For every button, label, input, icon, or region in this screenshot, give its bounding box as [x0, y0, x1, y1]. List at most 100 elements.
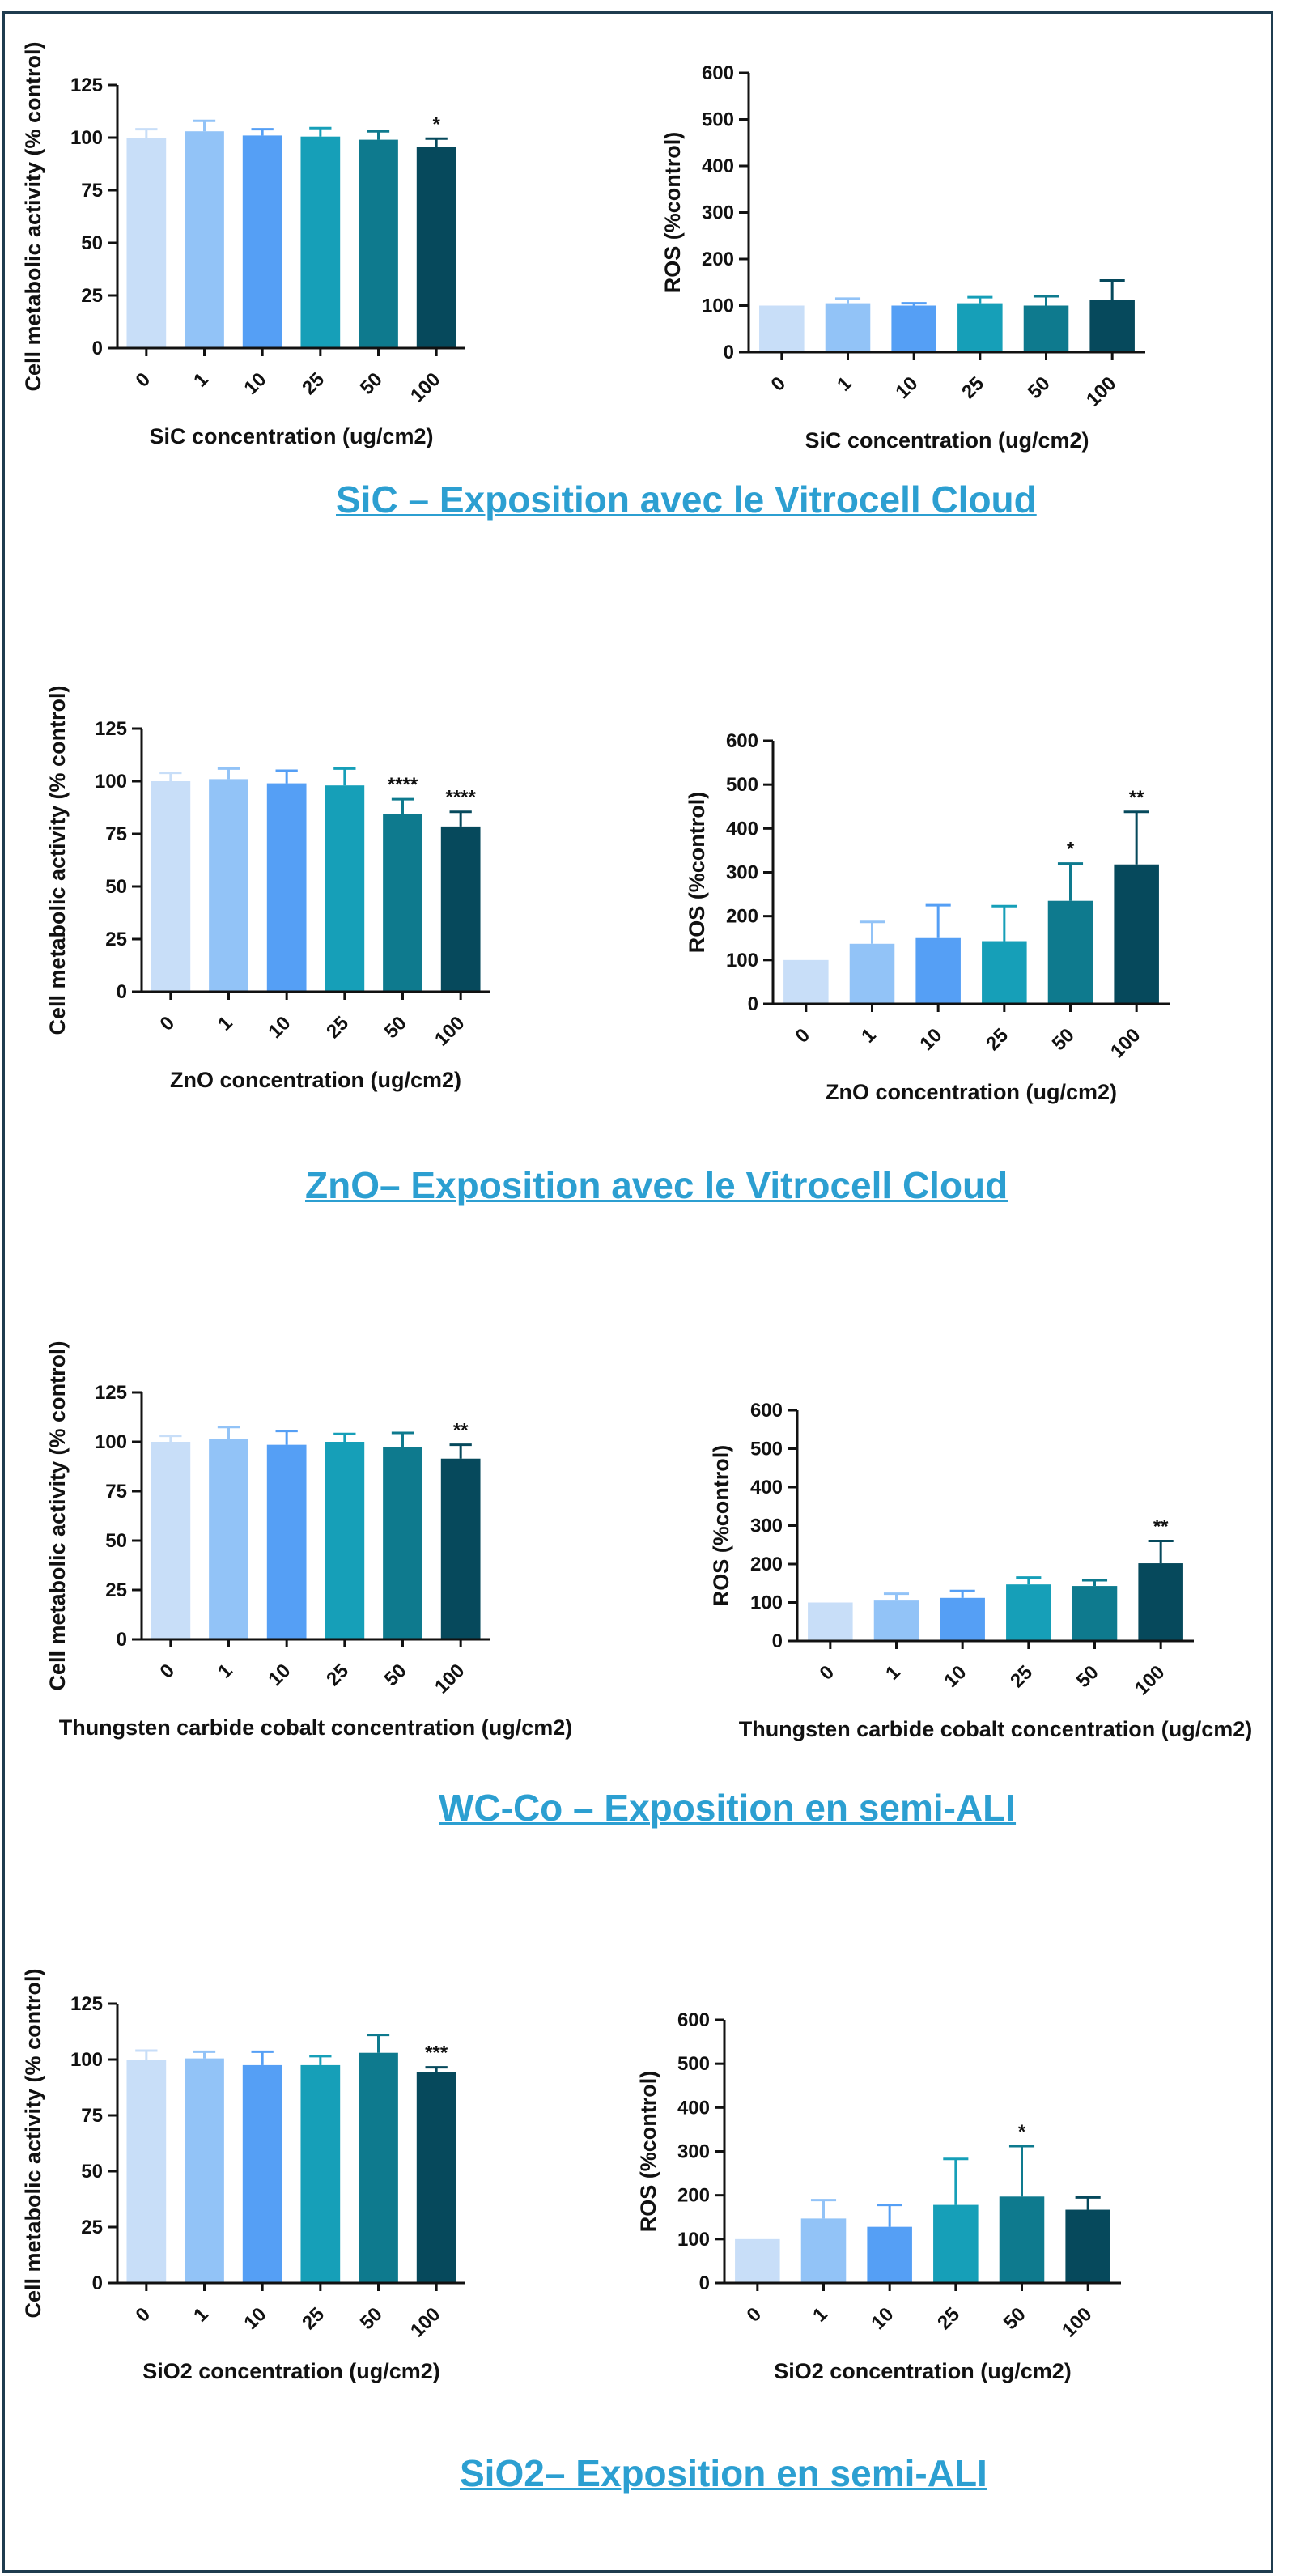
significance-label-100: **** — [445, 787, 476, 809]
y-tick-label-50: 50 — [81, 2161, 103, 2183]
y-tick-label-500: 500 — [702, 109, 734, 131]
y-tick-label-75: 75 — [105, 823, 127, 845]
y-tick-label-0: 0 — [748, 993, 758, 1015]
y-tick-label-600: 600 — [750, 1400, 783, 1422]
x-tick-label-1: 1 — [881, 1661, 905, 1685]
x-tick-label-100: 100 — [1082, 372, 1120, 410]
bar-0 — [783, 959, 829, 1004]
bar-10 — [915, 937, 961, 1004]
x-tick-label-10: 10 — [940, 1661, 970, 1692]
significance-label-100: * — [432, 113, 440, 135]
bar-1 — [825, 303, 871, 352]
x-tick-label-50: 50 — [380, 1660, 411, 1690]
y-axis-title: Cell metabolic activity (% control) — [45, 685, 70, 1035]
significance-label-100: ** — [1129, 787, 1144, 809]
figure-frame — [2, 11, 1273, 2573]
x-tick-label-25: 25 — [322, 1012, 353, 1043]
bar-100 — [1114, 864, 1159, 1004]
x-tick-label-0: 0 — [743, 2303, 766, 2327]
bar-10 — [242, 2064, 282, 2283]
y-tick-label-600: 600 — [726, 730, 758, 752]
x-axis-title: Thungsten carbide cobalt concentration (… — [739, 1717, 1253, 1741]
y-tick-label-0: 0 — [772, 1630, 783, 1652]
y-tick-label-500: 500 — [726, 774, 758, 796]
x-tick-label-1: 1 — [833, 372, 856, 396]
y-tick-label-25: 25 — [105, 929, 127, 950]
bar-0 — [126, 138, 167, 348]
bar-100 — [440, 826, 481, 992]
y-tick-label-0: 0 — [92, 338, 103, 359]
y-tick-label-50: 50 — [105, 876, 127, 898]
chart-svg: 0 1 10 25 **** 50 **** 100 0 25 50 75 100 125 Cell met… — [45, 685, 490, 1092]
y-axis-title: ROS (%control) — [636, 2071, 660, 2233]
x-axis-title: ZnO concentration (ug/cm2) — [170, 1068, 461, 1092]
y-axis-title: Cell metabolic activity (% control) — [21, 1968, 45, 2318]
chart-svg: 0 1 10 25 50 * 100 0 25 50 75 100 125 Cell metabolic … — [21, 41, 465, 448]
y-tick-label-100: 100 — [70, 127, 103, 149]
x-tick-label-0: 0 — [132, 368, 155, 392]
bar-50 — [359, 139, 398, 348]
x-tick-label-25: 25 — [1006, 1661, 1037, 1692]
y-tick-label-25: 25 — [81, 2217, 103, 2238]
y-tick-label-400: 400 — [702, 155, 734, 177]
bar-1 — [185, 131, 224, 348]
x-tick-label-25: 25 — [957, 372, 988, 403]
bar-25 — [300, 136, 341, 348]
bar-0 — [151, 781, 191, 992]
y-tick-label-300: 300 — [726, 862, 758, 884]
x-axis-title: SiO2 concentration (ug/cm2) — [142, 2359, 440, 2383]
y-tick-label-500: 500 — [677, 2053, 710, 2075]
x-tick-label-0: 0 — [767, 372, 791, 396]
x-tick-label-1: 1 — [214, 1660, 237, 1683]
y-tick-label-125: 125 — [70, 1993, 103, 2015]
bar-1 — [849, 943, 895, 1004]
y-tick-label-200: 200 — [750, 1554, 783, 1575]
bar-25 — [325, 1442, 365, 1639]
y-tick-label-300: 300 — [677, 2141, 710, 2163]
x-tick-label-50: 50 — [380, 1012, 411, 1043]
y-tick-label-75: 75 — [81, 180, 103, 202]
y-tick-label-0: 0 — [117, 981, 127, 1003]
y-tick-label-100: 100 — [726, 950, 758, 971]
x-tick-label-0: 0 — [816, 1661, 839, 1685]
wcco-viability-chart: 0 1 10 25 50 ** 100 0 25 50 75 100 125 Cell metabolic… — [24, 1341, 639, 1785]
x-tick-label-0: 0 — [792, 1024, 815, 1048]
chart-svg: 0 1 10 25 50 *** 100 0 25 50 75 100 125 Cell metaboli… — [21, 1968, 465, 2383]
x-tick-label-10: 10 — [867, 2303, 898, 2334]
bar-10 — [266, 1444, 307, 1639]
x-tick-label-1: 1 — [809, 2303, 832, 2327]
y-tick-label-100: 100 — [750, 1592, 783, 1614]
y-tick-label-0: 0 — [724, 342, 734, 363]
chart-svg: 0 1 10 25 50 ** 100 0 25 50 75 100 125 Cell metabolic… — [45, 1341, 573, 1740]
bar-50 — [999, 2196, 1045, 2283]
significance-label-100: ** — [453, 1420, 469, 1442]
x-axis-title: Thungsten carbide cobalt concentration (… — [59, 1715, 573, 1740]
bar-0 — [735, 2238, 780, 2283]
y-tick-label-75: 75 — [81, 2105, 103, 2127]
x-tick-label-10: 10 — [891, 372, 922, 403]
bar-50 — [383, 1447, 422, 1639]
y-tick-label-0: 0 — [699, 2272, 710, 2294]
y-tick-label-200: 200 — [702, 249, 734, 270]
x-tick-label-10: 10 — [915, 1024, 946, 1055]
bar-100 — [1089, 300, 1135, 352]
y-tick-label-600: 600 — [702, 62, 734, 84]
x-tick-label-50: 50 — [1024, 372, 1055, 403]
x-axis-title: SiO2 concentration (ug/cm2) — [774, 2359, 1072, 2383]
bar-25 — [982, 941, 1027, 1004]
x-tick-label-50: 50 — [356, 2303, 387, 2334]
x-tick-label-0: 0 — [156, 1660, 180, 1683]
y-tick-label-0: 0 — [92, 2272, 103, 2294]
y-tick-label-25: 25 — [81, 285, 103, 307]
x-tick-label-10: 10 — [264, 1012, 295, 1043]
y-tick-label-50: 50 — [81, 232, 103, 254]
y-tick-label-400: 400 — [726, 818, 758, 840]
x-tick-label-0: 0 — [132, 2303, 155, 2327]
bar-10 — [266, 783, 307, 992]
x-axis-title: ZnO concentration (ug/cm2) — [826, 1080, 1117, 1104]
zno-viability-chart: 0 1 10 25 **** 50 **** 100 0 25 50 75 100 125 Cell met… — [24, 685, 639, 1137]
y-tick-label-125: 125 — [70, 74, 103, 96]
wcco-ros-chart: 0 1 10 25 50 ** 100 0 100 200 300 400 500 600 ROS (%co… — [696, 1382, 1295, 1787]
y-tick-label-100: 100 — [95, 771, 127, 793]
y-tick-label-100: 100 — [70, 2049, 103, 2071]
